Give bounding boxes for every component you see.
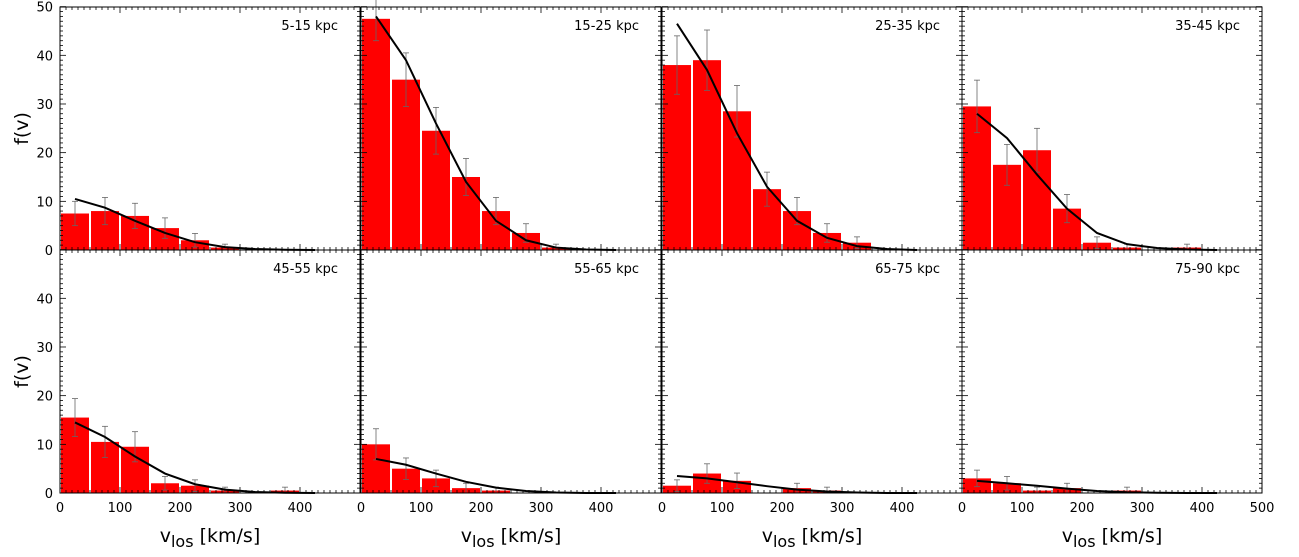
x-tick-label: 100 [1010, 501, 1035, 516]
histogram-bar [151, 228, 179, 250]
x-tick-label: 100 [108, 501, 133, 516]
panel-8: 75-90 kpc 0 100 200 300 400 500 vlos [km/s] [958, 249, 1275, 551]
model-curve [676, 23, 918, 251]
panel-5: 45-55 kpc 0 10 20 30 40 f(v) 0 100 200 300 400 vlos … [11, 249, 361, 551]
histogram-bar [392, 79, 420, 250]
x-axis-title-unit: [km/s] [194, 525, 261, 547]
y-tick-label: 0 [45, 487, 53, 502]
x-axis-title-symbol: v [160, 525, 171, 547]
x-tick-label: 200 [469, 501, 494, 516]
y-axis-title: f(v) [11, 112, 33, 145]
x-axis-title: vlos [km/s] [1062, 525, 1163, 551]
histogram-bar [663, 65, 691, 250]
x-axis-title-subscript: los [773, 532, 796, 551]
panel-label: 35-45 kpc [1175, 19, 1240, 34]
x-axis-title: vlos [km/s] [461, 525, 562, 551]
panel-3: 25-35 kpc [661, 6, 963, 251]
x-tick-label: 500 [1250, 501, 1275, 516]
x-tick-label: 300 [1130, 501, 1155, 516]
x-tick-label: 400 [1190, 501, 1215, 516]
x-tick-label: 200 [770, 501, 795, 516]
y-tick-label: 50 [36, 1, 53, 16]
y-axis-title: f(v) [11, 355, 33, 388]
x-tick-label: 0 [56, 501, 64, 516]
x-tick-label: 100 [710, 501, 735, 516]
x-tick-label: 0 [357, 501, 365, 516]
x-tick-label: 300 [228, 501, 253, 516]
x-tick-label: 0 [658, 501, 666, 516]
x-tick-label: 0 [958, 501, 966, 516]
y-tick-label: 20 [36, 390, 53, 405]
panel-label: 45-55 kpc [273, 262, 338, 277]
x-tick-label: 200 [1070, 501, 1095, 516]
y-tick-label: 40 [36, 292, 53, 307]
y-tick-label: 40 [36, 49, 53, 64]
y-tick-label: 0 [45, 244, 53, 259]
y-tick-label: 30 [36, 98, 53, 113]
x-axis-title-unit: [km/s] [495, 525, 562, 547]
panel-6: 55-65 kpc 0 100 200 300 400 vlos [km/s] [357, 249, 662, 551]
x-axis-title-subscript: los [1073, 532, 1096, 551]
panel-label: 55-65 kpc [574, 262, 639, 277]
panel-label: 75-90 kpc [1175, 262, 1240, 277]
x-tick-label: 300 [529, 501, 554, 516]
x-tick-label: 400 [890, 501, 915, 516]
model-curve [375, 15, 617, 251]
x-axis-title-unit: [km/s] [796, 525, 863, 547]
histogram-bar [362, 18, 390, 250]
y-tick-label: 10 [36, 195, 53, 210]
x-axis-title-unit: [km/s] [1096, 525, 1163, 547]
model-curve [976, 112, 1218, 251]
x-axis-title-subscript: los [171, 532, 194, 551]
x-tick-label: 100 [409, 501, 434, 516]
y-tick-label: 20 [36, 147, 53, 162]
x-axis-title-symbol: v [762, 525, 773, 547]
x-tick-label: 400 [288, 501, 313, 516]
panel-7: 65-75 kpc 0 100 200 300 400 vlos [km/s] [658, 249, 963, 551]
panel-label: 15-25 kpc [574, 19, 639, 34]
x-axis-title-symbol: v [461, 525, 472, 547]
x-tick-label: 300 [830, 501, 855, 516]
panel-label: 5-15 kpc [281, 19, 338, 34]
x-axis-title-subscript: los [472, 532, 495, 551]
y-tick-label: 10 [36, 438, 53, 453]
x-axis-title-symbol: v [1062, 525, 1073, 547]
x-axis-title: vlos [km/s] [762, 525, 863, 551]
panel-frame [661, 249, 963, 494]
x-tick-label: 200 [168, 501, 193, 516]
panel-label: 25-35 kpc [875, 19, 940, 34]
panel-2: 15-25 kpc [360, 0, 662, 251]
x-tick-label: 400 [589, 501, 614, 516]
panel-1: 5-15 kpc 0 10 20 30 40 50 f(v) [11, 1, 361, 259]
panel-frame [360, 249, 662, 494]
x-axis-title: vlos [km/s] [160, 525, 261, 551]
panel-label: 65-75 kpc [875, 262, 940, 277]
panel-4: 35-45 kpc [961, 6, 1263, 251]
panel-frame [961, 249, 1263, 494]
y-tick-label: 30 [36, 341, 53, 356]
